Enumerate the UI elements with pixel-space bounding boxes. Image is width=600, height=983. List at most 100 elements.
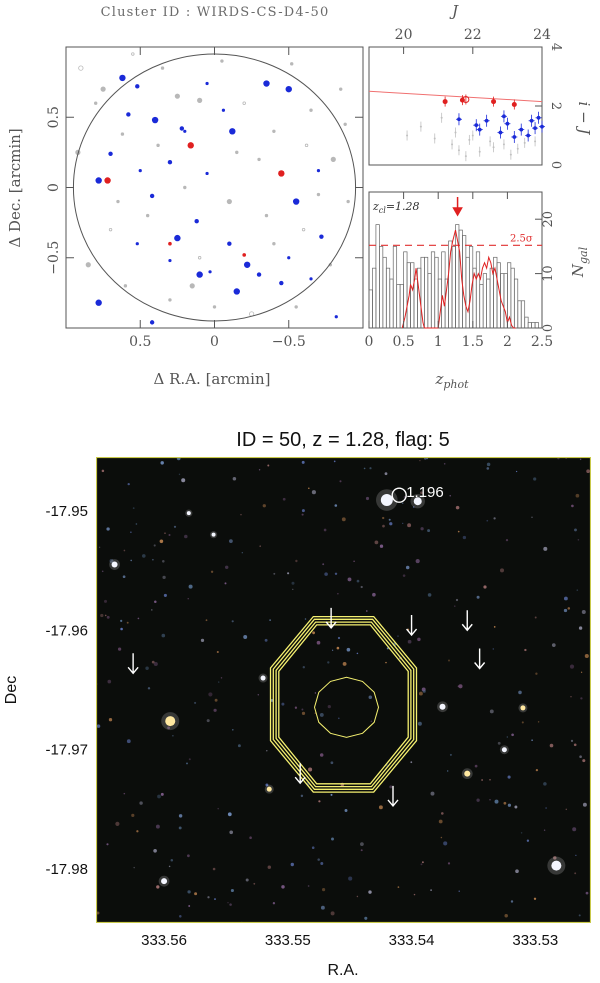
faint-source — [181, 478, 186, 483]
faint-source — [101, 570, 104, 573]
y-tick-label: -17.96 — [45, 622, 88, 639]
hist-bar — [392, 246, 398, 329]
bright-source — [413, 497, 422, 506]
x-tick-label: 24 — [533, 27, 551, 43]
faint-source — [337, 636, 341, 640]
faint-source — [363, 467, 366, 470]
grey-point — [343, 122, 347, 126]
faint-source — [301, 513, 304, 516]
grey-point — [220, 59, 224, 63]
faint-source — [240, 513, 242, 516]
faint-source — [270, 698, 274, 702]
faint-source — [578, 914, 581, 917]
faint-source — [178, 473, 181, 476]
faint-source — [486, 467, 490, 470]
grey-point — [174, 93, 180, 99]
faint-source — [160, 461, 164, 465]
faint-source — [549, 743, 554, 748]
blue-point — [519, 127, 524, 132]
faint-source — [515, 869, 519, 874]
faint-source — [184, 534, 188, 539]
faint-source — [100, 613, 104, 618]
x-tick-label: 0 — [210, 334, 219, 350]
hist-bar — [513, 278, 519, 329]
faint-source — [316, 640, 321, 645]
faint-source — [153, 661, 158, 667]
faint-source — [524, 648, 527, 652]
faint-source — [580, 697, 583, 700]
hist-bar — [468, 246, 474, 329]
hist-bars — [368, 224, 539, 329]
member-arrow — [325, 607, 337, 629]
blue-point — [194, 219, 199, 224]
faint-source — [126, 621, 129, 624]
faint-source — [430, 889, 432, 891]
faint-source — [187, 854, 190, 858]
faint-source — [389, 785, 393, 789]
faint-source — [161, 633, 166, 638]
faint-source — [440, 836, 443, 839]
faint-source — [447, 770, 449, 772]
faint-source — [531, 739, 533, 742]
faint-source — [410, 761, 413, 764]
faint-source — [348, 876, 353, 881]
faint-source — [330, 793, 333, 796]
hist-bar — [465, 256, 470, 329]
sky-map-blue-points — [95, 74, 338, 325]
grey-point — [451, 143, 454, 146]
faint-source — [567, 607, 571, 610]
grey-point — [93, 101, 98, 105]
grey-point — [120, 132, 125, 136]
faint-source — [127, 482, 130, 486]
faint-source — [212, 867, 216, 871]
red-point — [462, 96, 470, 104]
faint-source — [257, 694, 260, 696]
faint-source — [135, 523, 138, 525]
faint-source — [194, 892, 198, 896]
hist-bar — [372, 267, 377, 329]
faint-source — [551, 643, 556, 647]
red-sequence-line — [368, 90, 543, 103]
grey-point — [168, 298, 172, 302]
blue-point — [529, 118, 534, 123]
blue-point — [95, 177, 102, 184]
hist-bar — [510, 267, 515, 329]
faint-source — [155, 824, 160, 829]
faint-source — [132, 507, 135, 509]
faint-source — [162, 575, 166, 580]
faint-source — [543, 546, 548, 551]
hist-bar — [375, 224, 380, 329]
grey-point — [131, 52, 135, 56]
faint-source — [338, 717, 340, 720]
hist-bar — [368, 289, 373, 329]
faint-source — [579, 458, 582, 461]
faint-source — [443, 463, 446, 465]
faint-source — [543, 829, 546, 831]
x-tick-label: −0.5 — [272, 334, 306, 350]
faint-source — [331, 837, 334, 841]
faint-source — [186, 762, 188, 765]
faint-source — [344, 809, 348, 812]
faint-source — [580, 671, 583, 673]
grey-point — [156, 143, 160, 148]
grey-point — [257, 157, 261, 162]
sky-image-ticks: 333.56 333.55 333.54 333.53 -17.95 -17.96 -17.… — [45, 503, 558, 949]
faint-source — [337, 593, 339, 595]
grey-point — [242, 101, 246, 105]
faint-source — [514, 805, 518, 809]
faint-source — [574, 528, 577, 532]
blue-point — [179, 126, 185, 131]
faint-source — [504, 914, 508, 918]
faint-source — [364, 916, 368, 920]
faint-source — [327, 661, 330, 664]
faint-source — [159, 539, 164, 544]
faint-source — [388, 518, 391, 521]
blue-point — [292, 198, 300, 205]
faint-source — [520, 832, 523, 834]
blue-point — [108, 151, 113, 156]
faint-source — [301, 460, 305, 464]
grey-point — [339, 87, 343, 91]
faint-source — [420, 527, 424, 531]
red-point — [187, 142, 194, 149]
faint-source — [162, 560, 165, 563]
